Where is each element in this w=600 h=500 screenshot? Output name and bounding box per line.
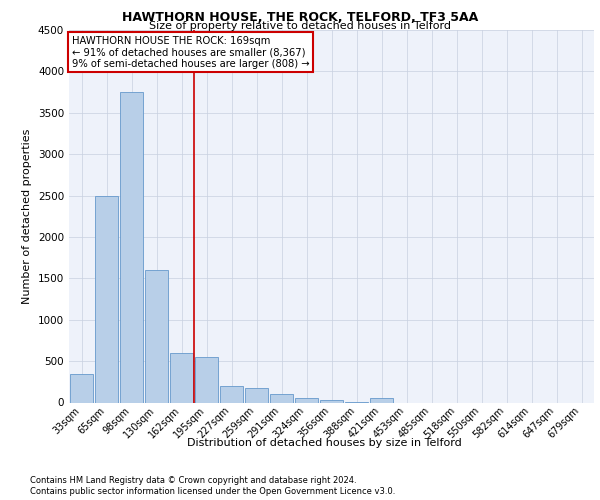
Text: HAWTHORN HOUSE, THE ROCK, TELFORD, TF3 5AA: HAWTHORN HOUSE, THE ROCK, TELFORD, TF3 5… <box>122 11 478 24</box>
Bar <box>270 394 293 402</box>
Bar <box>70 374 93 402</box>
Bar <box>195 357 218 403</box>
Bar <box>145 270 168 402</box>
Text: Size of property relative to detached houses in Telford: Size of property relative to detached ho… <box>149 21 451 31</box>
Y-axis label: Number of detached properties: Number of detached properties <box>22 128 32 304</box>
Text: Contains HM Land Registry data © Crown copyright and database right 2024.: Contains HM Land Registry data © Crown c… <box>30 476 356 485</box>
Bar <box>245 388 268 402</box>
Bar <box>370 398 393 402</box>
Bar <box>320 400 343 402</box>
Text: HAWTHORN HOUSE THE ROCK: 169sqm
← 91% of detached houses are smaller (8,367)
9% : HAWTHORN HOUSE THE ROCK: 169sqm ← 91% of… <box>71 36 309 69</box>
Bar <box>95 196 118 402</box>
Bar <box>170 353 193 403</box>
Text: Distribution of detached houses by size in Telford: Distribution of detached houses by size … <box>187 438 461 448</box>
Text: Contains public sector information licensed under the Open Government Licence v3: Contains public sector information licen… <box>30 488 395 496</box>
Bar <box>220 386 243 402</box>
Bar <box>120 92 143 402</box>
Bar <box>295 398 318 402</box>
